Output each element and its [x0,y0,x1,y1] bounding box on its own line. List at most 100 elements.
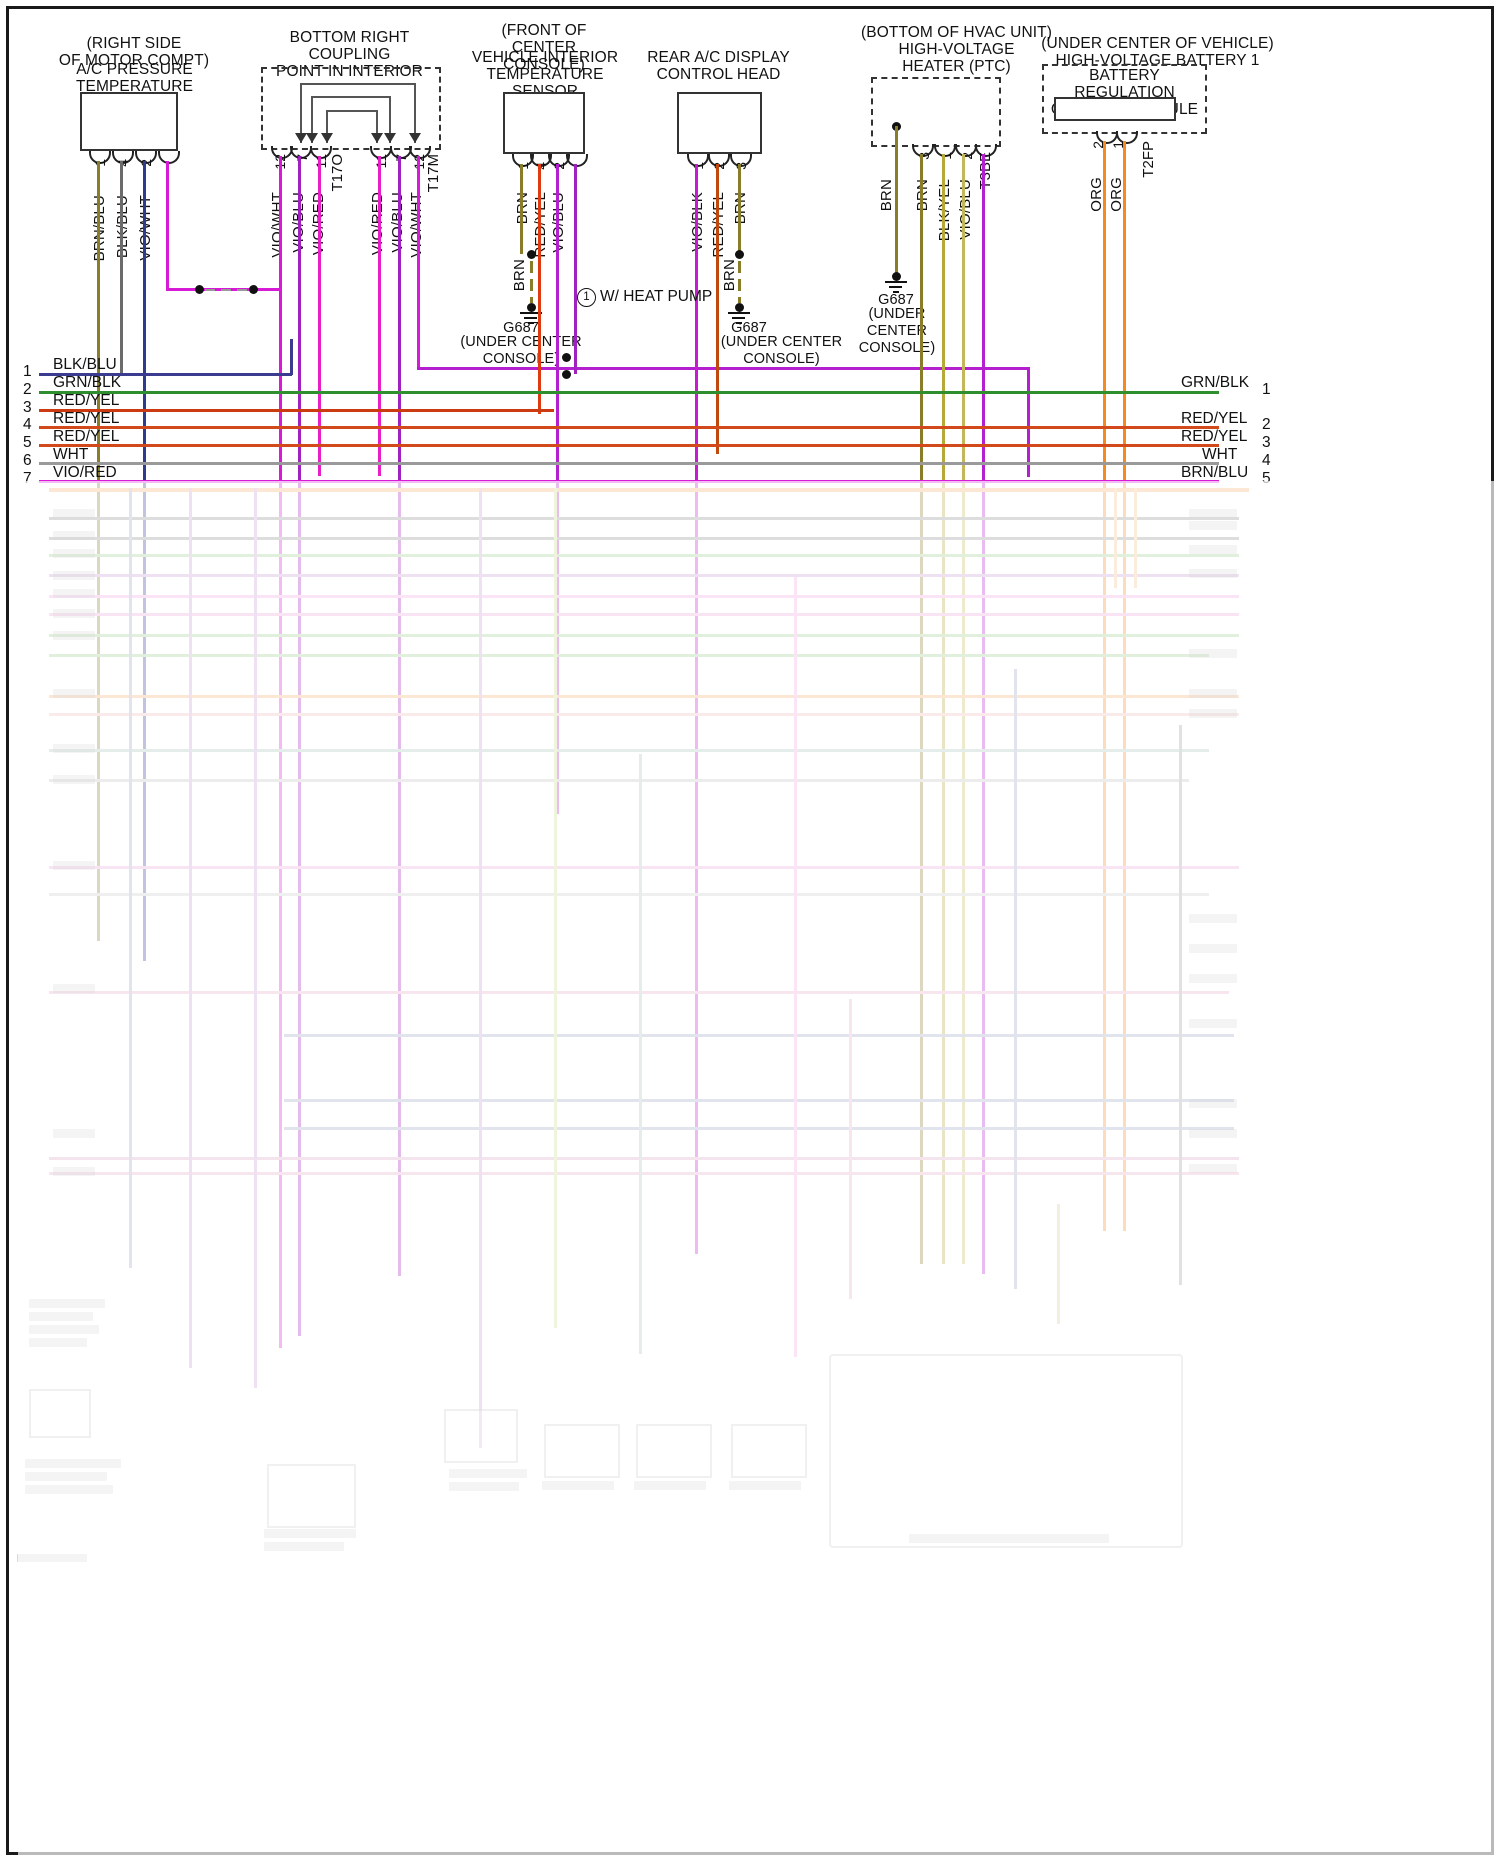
pin-connector [730,154,752,167]
pin-number: 2 [138,159,154,167]
bus-right-row-label: RED/YEL [1181,428,1248,445]
bus-left-row-number: 4 [23,416,32,433]
pin-number: 1 [92,159,108,167]
ac-pressure-sensor-box[interactable] [80,92,178,151]
wire-vio-blu [298,156,301,1336]
bus-right-row-number: 5 [1262,470,1271,487]
pin-connector [112,151,134,164]
wire-vio-wht-b [417,156,420,370]
interior-temp-sensor-box[interactable] [503,92,585,154]
coupling-link [300,83,302,143]
interior-temp-sensor-location: (FRONT OF CENTER CONSOLE) [501,22,587,73]
note-marker: 1 [577,288,596,307]
ground-symbol [885,281,907,293]
arrow-icon [384,133,396,143]
bus-right-row-label: WHT [1202,446,1238,463]
pin-number: 1 [690,162,706,170]
ground-code: G687 [878,292,914,308]
pin-number: 2 [711,162,727,170]
wire-vio-blu-ptc [962,154,965,1264]
bus-left-row-label: GRN/BLK [53,374,122,391]
pin-number: 11 [313,154,329,169]
rear-ac-display-box[interactable] [677,92,762,154]
ptc-heater-box[interactable] [871,77,1001,147]
bus-left-row-number: 7 [23,470,32,487]
coupling-link [311,96,391,98]
pin-connector [158,151,180,164]
wire-brn-gnd [530,279,533,291]
bus-left-row-label: RED/YEL [53,410,120,427]
wire-label: BRN [878,179,895,212]
wire-vio [166,161,169,291]
bus-left-row-label: WHT [53,446,89,463]
ground-wire-label: BRN [721,259,738,292]
bus-left-row-number: 1 [23,363,32,380]
coupling-link [326,110,328,143]
wire-vio-blu-c [556,164,559,814]
wire-vio-red [318,156,321,476]
wire-brn [520,164,523,254]
arrow-icon [371,133,383,143]
wire-label: VIO/BLU [957,179,974,240]
bus-line [39,373,292,376]
pin-number: 7 [294,154,310,162]
arrow-icon [306,133,318,143]
ground-code: G687 [731,320,767,336]
rear-ac-display-name: REAR A/C DISPLAY CONTROL HEAD [647,49,790,83]
arrow-icon [321,133,333,143]
ground-desc: (UNDER CENTER CONSOLE) [720,334,843,367]
connector-id: T17M [425,154,442,193]
coupling-link [300,83,416,85]
wire-red-yel [538,164,541,414]
bus-right-row-number: 2 [1262,416,1271,433]
connector-id: T3BE [977,152,994,190]
wire-brn-gnd [530,297,533,303]
wire-vio-wht-riser [1027,367,1030,477]
wire-vio-wht-2 [279,288,282,1348]
bus-right-row-number: 1 [1262,381,1271,398]
ground-symbol [520,312,542,324]
ground-code: G687 [503,320,539,336]
pin-connector [1116,131,1138,144]
wire-blk-blu [120,161,123,373]
arrow-icon [295,133,307,143]
bus-left-row-number: 3 [23,399,32,416]
junction-dot [527,250,536,259]
wire-org-2 [1123,141,1126,1231]
coupling-point-box[interactable] [261,67,441,150]
wire-org-1 [1103,141,1106,1231]
junction-dot [249,285,258,294]
junction-dot [527,303,536,312]
battery-module-inner-box[interactable] [1054,97,1176,121]
pin-connector [135,151,157,164]
bus-right-row-number: 4 [1262,452,1271,469]
bus-line [39,462,1219,465]
pin-number: 1 [515,162,531,170]
diagram-frame: (RIGHT SIDE OF MOTOR COMPT) A/C PRESSURE… [6,6,1500,1861]
junction-dot [892,272,901,281]
pin-number: 1 [938,152,954,160]
coupling-link [376,110,378,143]
wire-brn-gnd-b [738,279,741,291]
pin-connector [975,144,997,157]
arrow-icon [409,133,421,143]
bus-riser-blue [290,339,293,375]
wire-brn-gnd [530,261,533,273]
pin-number: 7 [393,154,409,162]
pin-number: 3 [733,162,749,170]
bus-left-row-label: RED/YEL [53,428,120,445]
bus-left-row-label: VIO/RED [53,464,117,481]
pin-number: 11 [373,154,389,169]
ground-wire-label: BRN [511,259,528,292]
bus-line [39,444,1219,447]
coupling-link [326,110,378,112]
junction-dot [562,370,571,379]
ground-desc: (UNDER CENTER CONSOLE) [460,334,582,367]
bus-line [39,391,1219,394]
wire-vio-blk [695,164,698,1254]
wire-vio-wht [279,156,282,288]
pin-number: 4 [533,162,549,170]
wire-vio-wht-run [417,367,1029,370]
junction-dot [562,353,571,362]
